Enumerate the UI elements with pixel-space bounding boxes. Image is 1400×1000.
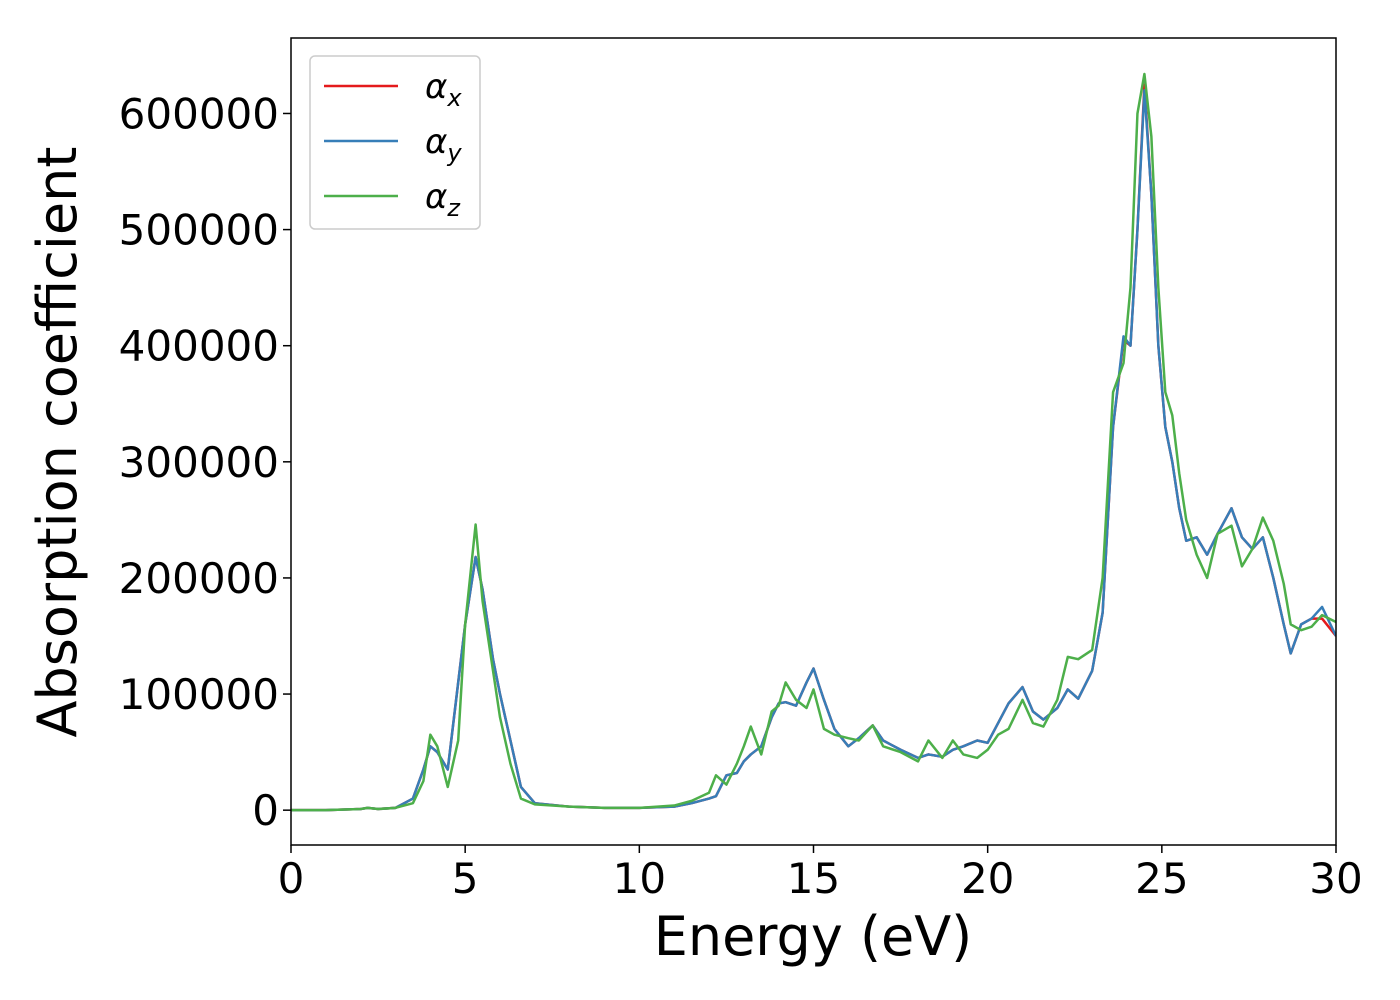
x-tick-label: 0	[278, 854, 305, 903]
legend-label: αz	[425, 177, 461, 222]
line-series	[291, 72, 1336, 812]
y-tick-label: 0	[252, 786, 279, 835]
y-axis-label: Absorption coefficient	[26, 147, 89, 738]
y-tick-label: 200000	[119, 554, 279, 603]
y-tick-label: 100000	[119, 670, 279, 719]
x-tick-label: 15	[787, 854, 840, 903]
x-tick-label: 25	[1135, 854, 1188, 903]
y-tick-label: 600000	[119, 89, 279, 138]
x-axis-label: Energy (eV)	[654, 905, 973, 968]
legend-box	[309, 55, 481, 230]
y-tick-label: 500000	[119, 206, 279, 255]
legend-label: αy	[425, 122, 462, 167]
x-tick-label: 30	[1309, 854, 1362, 903]
x-tick-label: 5	[452, 854, 479, 903]
y-tick-label: 300000	[119, 438, 279, 487]
line-series	[291, 89, 1336, 812]
plot-frame	[290, 37, 1337, 846]
y-tick-label: 400000	[119, 322, 279, 371]
x-tick-label: 10	[613, 854, 666, 903]
x-tick-label: 20	[961, 854, 1014, 903]
legend-label: αx	[425, 67, 462, 112]
